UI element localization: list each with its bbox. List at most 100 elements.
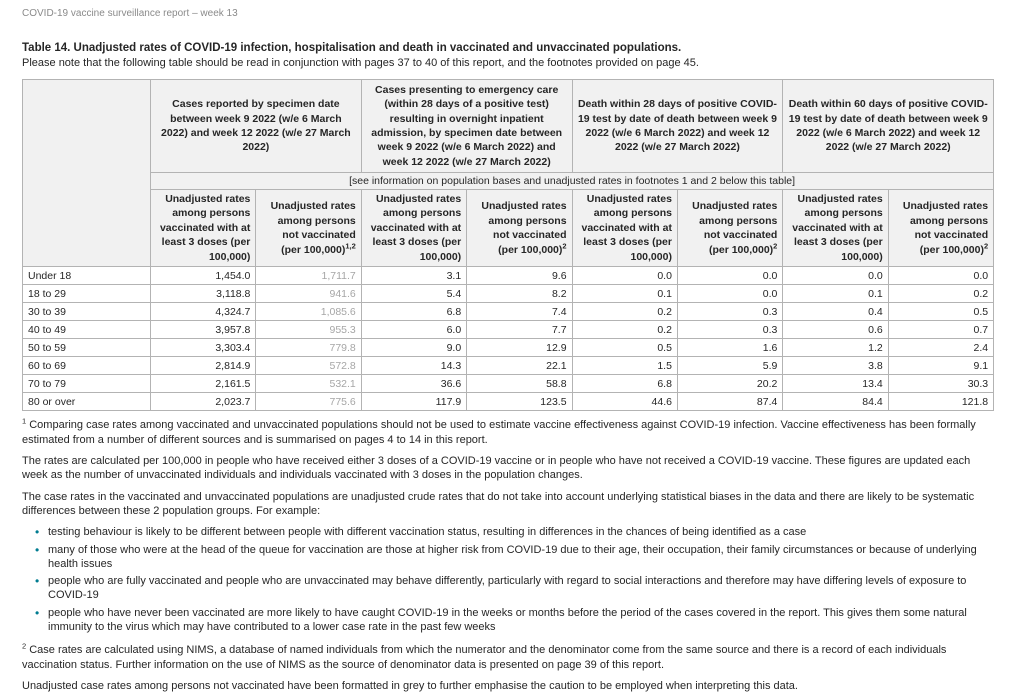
col-header-label: Unadjusted rates among persons vaccinate… [581,193,672,263]
rate-value-cell: 2.4 [887,338,995,358]
col-header-death28-vaccinated: Unadjusted rates among persons vaccinate… [571,188,678,268]
bullet-queue-risk: many of those who were at the head of th… [35,543,993,572]
population-bases-note: [see information on population bases and… [149,172,995,190]
table-row: 60 to 69 2,814.9 572.8 14.3 22.1 1.5 5.9 3.8 9.1 [22,356,995,376]
col-header-cases-unvaccinated: Unadjusted rates among persons not vacci… [255,188,362,268]
row-label-age-group: 18 to 29 [22,284,151,304]
footnote-marker: 2 [773,241,778,251]
rate-value-cell: 84.4 [782,392,889,412]
rate-value-cell: 572.8 [255,356,362,376]
col-header-label: Unadjusted rates among persons vaccinate… [792,193,883,263]
rate-value-cell: 0.1 [571,284,678,304]
rate-value-cell: 0.7 [887,320,995,340]
footnote-1-text: Comparing case rates among vaccinated an… [22,419,976,446]
row-label-age-group: Under 18 [22,266,151,286]
rate-value-cell: 0.0 [676,266,784,286]
report-header: COVID-19 vaccine surveillance report – w… [22,8,238,19]
rate-value-cell: 1.2 [782,338,889,358]
rate-value-cell: 9.0 [360,338,468,358]
rate-value-cell: 117.9 [360,392,468,412]
rate-value-cell: 775.6 [255,392,362,412]
rate-value-cell: 3,303.4 [149,338,257,358]
bullet-natural-immunity: people who have never been vaccinated ar… [35,606,993,635]
rate-value-cell: 0.6 [782,320,889,340]
rate-value-cell: 1,085.6 [255,302,362,322]
group-header-emergency-care: Cases presenting to emergency care (with… [360,79,573,173]
table-row: 80 or over 2,023.7 775.6 117.9 123.5 44.6 87.4… [22,392,995,412]
rate-value-cell: 1,454.0 [149,266,257,286]
footnote-2-text: Case rates are calculated using NIMS, a … [22,644,947,671]
table-body: Under 18 1,454.0 1,711.7 3.1 9.6 0.0 0.0 0.0 0.0… [22,266,995,412]
table-subtitle: Please note that the following table sho… [22,57,699,69]
row-label-age-group: 30 to 39 [22,302,151,322]
col-header-label: Unadjusted rates among persons vaccinate… [370,193,462,263]
rate-value-cell: 9.6 [466,266,573,286]
footnote-marker: 1,2 [345,241,356,251]
table-title: Table 14. Unadjusted rates of COVID-19 i… [22,42,682,54]
rate-value-cell: 1.6 [676,338,784,358]
rate-value-cell: 6.0 [360,320,468,340]
footnote-1-marker: 1 [22,416,27,426]
rate-value-cell: 2,023.7 [149,392,257,412]
rate-value-cell: 3,118.8 [149,284,257,304]
table-14-unadjusted-rates: Cases reported by specimen date between … [22,78,995,412]
bullet-testing-behaviour: testing behaviour is likely to be differ… [35,525,993,541]
row-label-age-group: 60 to 69 [22,356,151,376]
col-header-label: Unadjusted rates among persons not vacci… [481,200,567,256]
rate-value-cell: 123.5 [466,392,573,412]
rate-value-cell: 6.8 [571,374,678,394]
row-label-age-group: 50 to 59 [22,338,151,358]
rate-value-cell: 8.2 [466,284,573,304]
column-header-row: Unadjusted rates among persons vaccinate… [23,188,995,268]
rate-value-cell: 1,711.7 [255,266,362,286]
rate-value-cell: 0.1 [782,284,889,304]
rate-value-cell: 9.1 [887,356,995,376]
row-label-age-group: 80 or over [22,392,151,412]
bias-bullet-list: testing behaviour is likely to be differ… [22,525,993,634]
rate-value-cell: 14.3 [360,356,468,376]
row-label-age-group: 70 to 79 [22,374,151,394]
rate-value-cell: 0.2 [571,320,678,340]
group-header-cases: Cases reported by specimen date between … [150,79,362,173]
rate-value-cell: 941.6 [255,284,362,304]
rate-value-cell: 3,957.8 [149,320,257,340]
col-header-emergency-unvaccinated: Unadjusted rates among persons not vacci… [466,188,573,268]
table-row: 40 to 49 3,957.8 955.3 6.0 7.7 0.2 0.3 0.6 0.7 [22,320,995,340]
table-row: Under 18 1,454.0 1,711.7 3.1 9.6 0.0 0.0 0.0 0.0 [22,266,995,286]
group-header-death-60-days: Death within 60 days of positive COVID-1… [782,79,995,173]
footnote-rates-paragraph: The rates are calculated per 100,000 in … [22,455,971,482]
col-header-death60-vaccinated: Unadjusted rates among persons vaccinate… [782,188,889,268]
footnote-2: 2 Case rates are calculated using NIMS, … [22,641,993,672]
footnotes-section: 1 Comparing case rates among vaccinated … [22,418,993,693]
rate-value-cell: 121.8 [887,392,995,412]
rate-value-cell: 30.3 [887,374,995,394]
rate-value-cell: 0.2 [887,284,995,304]
row-label-age-group: 40 to 49 [22,320,151,340]
col-header-label: Unadjusted rates among persons not vacci… [692,200,778,256]
rate-value-cell: 7.7 [466,320,573,340]
corner-cell [22,78,151,268]
rate-value-cell: 22.1 [466,356,573,376]
col-header-label: Unadjusted rates among persons vaccinate… [159,193,251,263]
rate-value-cell: 20.2 [676,374,784,394]
col-header-emergency-vaccinated: Unadjusted rates among persons vaccinate… [360,188,468,268]
footnote-2-marker: 2 [22,641,27,651]
rate-value-cell: 0.0 [887,266,995,286]
note-row: [see information on population bases and… [23,172,995,190]
rate-value-cell: 5.4 [360,284,468,304]
rate-value-cell: 7.4 [466,302,573,322]
footnote-1: 1 Comparing case rates among vaccinated … [22,418,993,447]
col-header-cases-vaccinated: Unadjusted rates among persons vaccinate… [149,188,257,268]
rate-value-cell: 0.3 [676,320,784,340]
rate-value-cell: 532.1 [255,374,362,394]
bullet-behaviour-difference: people who are fully vaccinated and peop… [35,574,993,603]
col-header-label: Unadjusted rates among persons not vacci… [902,200,989,256]
rate-value-cell: 955.3 [255,320,362,340]
rate-value-cell: 2,161.5 [149,374,257,394]
rate-value-cell: 779.8 [255,338,362,358]
rate-value-cell: 0.2 [571,302,678,322]
rate-value-cell: 2,814.9 [149,356,257,376]
rate-value-cell: 0.5 [571,338,678,358]
rate-value-cell: 87.4 [676,392,784,412]
